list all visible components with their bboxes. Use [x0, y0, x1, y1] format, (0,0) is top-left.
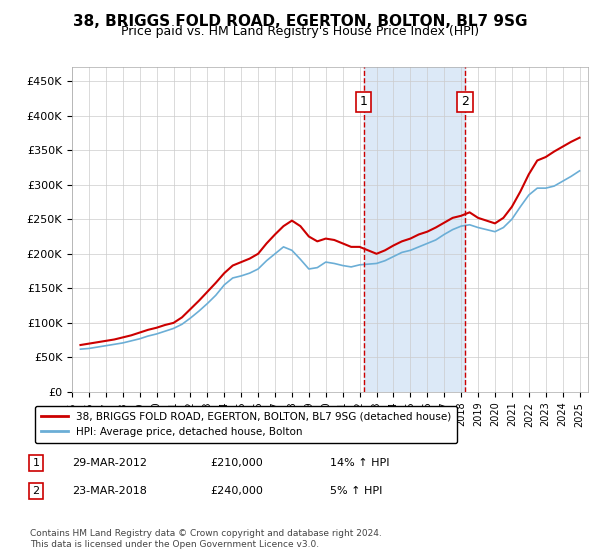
Text: 14% ↑ HPI: 14% ↑ HPI [330, 458, 389, 468]
Text: £210,000: £210,000 [210, 458, 263, 468]
Text: £240,000: £240,000 [210, 486, 263, 496]
Bar [364, 67, 465, 392]
Text: 1: 1 [32, 458, 40, 468]
Text: 38, BRIGGS FOLD ROAD, EGERTON, BOLTON, BL7 9SG: 38, BRIGGS FOLD ROAD, EGERTON, BOLTON, B… [73, 14, 527, 29]
Text: 2: 2 [32, 486, 40, 496]
Text: 5% ↑ HPI: 5% ↑ HPI [330, 486, 382, 496]
Text: 1: 1 [360, 95, 368, 108]
Text: 29-MAR-2012: 29-MAR-2012 [72, 458, 147, 468]
Text: Contains HM Land Registry data © Crown copyright and database right 2024.
This d: Contains HM Land Registry data © Crown c… [30, 529, 382, 549]
Legend: 38, BRIGGS FOLD ROAD, EGERTON, BOLTON, BL7 9SG (detached house), HPI: Average pr: 38, BRIGGS FOLD ROAD, EGERTON, BOLTON, B… [35, 405, 457, 444]
Text: 23-MAR-2018: 23-MAR-2018 [72, 486, 147, 496]
Text: 2: 2 [461, 95, 469, 108]
Text: Price paid vs. HM Land Registry's House Price Index (HPI): Price paid vs. HM Land Registry's House … [121, 25, 479, 38]
